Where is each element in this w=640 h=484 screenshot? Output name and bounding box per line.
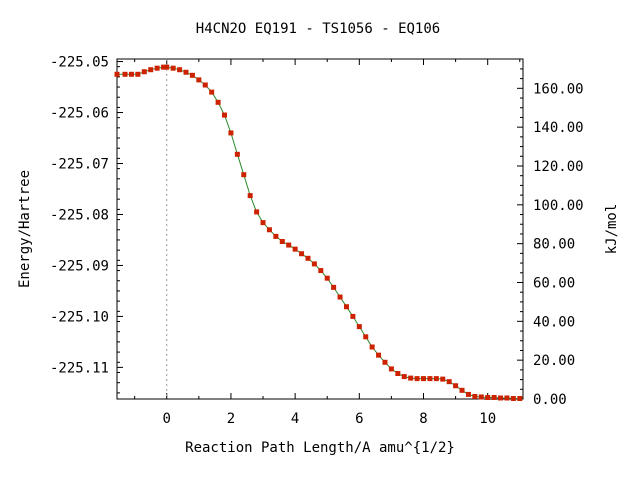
data-point [161,64,167,70]
y-right-tick-label: 20.00 [533,353,575,369]
energy-curve-line [117,66,520,399]
data-point [491,394,497,400]
data-point [376,352,382,358]
x-tick-label: 8 [419,411,427,427]
y-left-tick-label: -225.11 [50,360,109,376]
data-point [170,65,176,71]
data-point [408,375,414,381]
data-point [141,69,147,75]
y-right-tick-label: 120.00 [533,159,584,175]
data-point [433,376,439,382]
data-point [369,344,375,350]
y-right-tick-label: 100.00 [533,198,584,214]
x-tick-label: 6 [355,411,363,427]
data-point [472,393,478,399]
y-left-axis-ticks: -225.05 -225.06 -225.07 -225.08 -225.09 -225.… [50,55,123,394]
y-left-axis-label: Energy/Hartree [17,170,33,288]
x-axis-ticks: 0 2 4 6 8 10 [134,59,521,427]
data-point [128,71,134,77]
data-point [421,376,427,382]
data-point [401,374,407,380]
data-point [299,251,305,257]
energy-curve [117,66,520,399]
y-left-tick-label: -225.08 [50,207,109,223]
y-left-tick-label: -225.10 [50,309,109,325]
data-point [311,261,317,267]
y-right-tick-label: 160.00 [533,81,584,97]
data-point [286,242,292,248]
y-left-tick-label: -225.05 [50,55,109,71]
data-point [254,209,260,215]
data-point [356,324,362,330]
data-point [485,394,491,400]
data-point [122,71,128,77]
data-point [388,366,394,372]
data-point [324,275,330,281]
x-tick-label: 4 [291,411,299,427]
data-point [114,71,120,77]
x-tick-label: 0 [163,411,171,427]
data-point [446,379,452,385]
data-point [363,334,369,340]
data-point [148,67,154,73]
chart-title: H4CN2O EQ191 - TS1056 - EQ106 [196,21,440,37]
y-left-tick-label: -225.09 [50,258,109,274]
data-point [337,294,343,300]
data-point [498,395,504,401]
data-point [177,67,183,73]
data-point [215,99,221,105]
data-point [292,246,298,252]
data-point [266,227,272,233]
data-point [222,112,228,118]
data-point [247,193,253,199]
data-point [135,71,141,77]
x-tick-label: 2 [227,411,235,427]
data-point [228,130,234,136]
y-right-tick-label: 60.00 [533,275,575,291]
data-point [510,395,516,401]
data-point [154,65,160,71]
data-point [395,371,401,377]
data-point [478,394,484,400]
data-point [427,376,433,382]
data-point [465,391,471,397]
data-point [202,82,208,88]
data-point [331,284,337,290]
y-right-tick-label: 0.00 [533,392,567,408]
data-point [183,69,189,75]
x-tick-label: 10 [479,411,496,427]
x-axis-label: Reaction Path Length/A amu^{1/2} [185,440,455,456]
y-right-axis-ticks: 0.00 20.00 40.00 60.00 80.00 100.00 120.00 140.… [517,68,584,408]
data-point [382,359,388,365]
data-point [189,72,195,78]
y-left-tick-label: -225.06 [50,106,109,122]
data-point [343,304,349,310]
y-right-axis-label: kJ/mol [604,204,620,255]
data-point [504,395,510,401]
data-point [318,268,324,274]
data-point [459,387,465,393]
data-point [260,220,266,226]
data-point [241,172,247,178]
data-point [305,255,311,261]
y-left-tick-label: -225.07 [50,156,109,172]
data-point [164,64,170,70]
data-point [350,313,356,319]
y-right-tick-label: 40.00 [533,314,575,330]
y-right-tick-label: 140.00 [533,120,584,136]
y-right-tick-label: 80.00 [533,237,575,253]
data-point [517,395,523,401]
data-point [196,77,202,83]
data-point [234,151,240,157]
data-point [273,233,279,239]
data-point [279,238,285,244]
data-point [440,376,446,382]
data-point [453,383,459,389]
plot-frame [116,58,524,400]
energy-points [114,64,523,401]
data-point [414,376,420,382]
data-point [209,89,215,95]
